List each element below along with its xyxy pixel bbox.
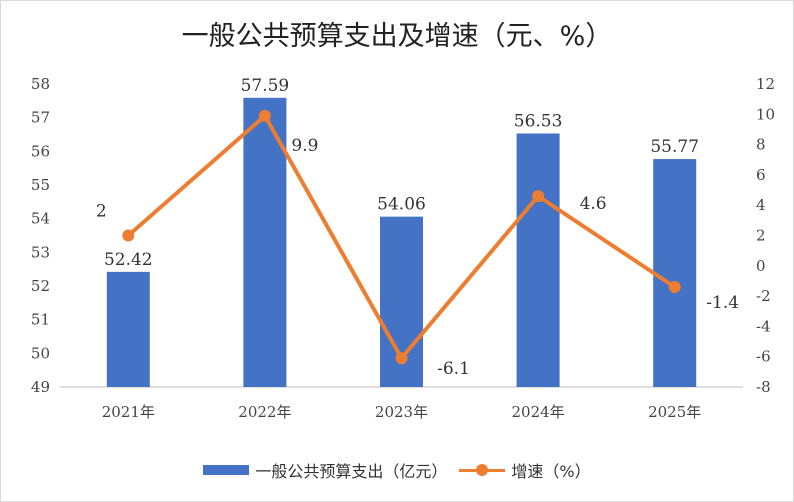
bar-data-label: 57.59 (241, 76, 290, 96)
growth-point (532, 190, 545, 203)
right-axis-tick-label: 10 (756, 105, 775, 123)
bar-data-label: 56.53 (514, 111, 563, 131)
left-axis-tick-label: 53 (31, 243, 50, 261)
right-axis-tick-label: -6 (756, 348, 771, 366)
line-data-label: 2 (96, 202, 107, 222)
growth-point (258, 109, 271, 122)
x-axis-tick-label: 2021年 (102, 403, 155, 421)
line-data-label: -1.4 (706, 293, 739, 313)
growth-point (668, 281, 681, 294)
x-axis-tick-label: 2024年 (512, 403, 565, 421)
left-axis-tick-label: 54 (31, 210, 50, 228)
legend-item-line: 增速（%） (459, 458, 591, 482)
right-axis-tick-label: 4 (756, 196, 766, 214)
chart-legend: 一般公共预算支出（亿元） 增速（%） (0, 458, 794, 482)
right-axis-tick-label: 6 (756, 166, 766, 184)
growth-point (122, 229, 135, 242)
left-axis-tick-label: 56 (31, 142, 50, 160)
legend-label-bar: 一般公共预算支出（亿元） (255, 462, 448, 481)
x-axis-tick-label: 2023年 (375, 403, 428, 421)
bar-data-label: 52.42 (104, 250, 153, 270)
x-axis-tick-label: 2025年 (648, 403, 701, 421)
legend-swatch-line (459, 464, 506, 476)
left-axis-tick-label: 52 (31, 277, 50, 295)
bar-data-label: 54.06 (377, 195, 426, 215)
right-axis-tick-label: 2 (756, 227, 766, 245)
x-axis-tick-label: 2022年 (238, 403, 291, 421)
bar (653, 159, 697, 387)
left-axis-tick-label: 50 (31, 344, 50, 362)
line-data-label: 4.6 (580, 194, 607, 214)
bar (106, 271, 150, 387)
legend-label-line: 增速（%） (511, 462, 591, 481)
chart-title: 一般公共预算支出及增速（元、%） (181, 21, 613, 52)
growth-point (395, 352, 408, 365)
right-axis-tick-label: -2 (756, 287, 771, 305)
line-data-label: -6.1 (437, 359, 470, 379)
bar (516, 133, 560, 387)
left-axis-tick-label: 49 (31, 378, 50, 396)
right-axis-tick-label: 12 (756, 75, 775, 93)
line-data-label: 9.9 (291, 136, 318, 156)
right-axis-tick-label: 8 (756, 136, 766, 154)
right-axis-tick-label: -4 (756, 317, 771, 335)
left-axis-tick-label: 57 (31, 109, 50, 127)
right-axis-tick-label: 0 (756, 257, 766, 275)
left-axis-tick-label: 51 (31, 311, 50, 329)
bar (243, 97, 287, 387)
left-axis-tick-label: 55 (31, 176, 50, 194)
right-axis-tick-label: -8 (756, 378, 771, 396)
legend-item-bar: 一般公共预算支出（亿元） (203, 458, 447, 482)
left-axis-tick-label: 58 (31, 75, 50, 93)
legend-swatch-bar (203, 465, 250, 475)
bar-data-label: 55.77 (650, 137, 699, 157)
